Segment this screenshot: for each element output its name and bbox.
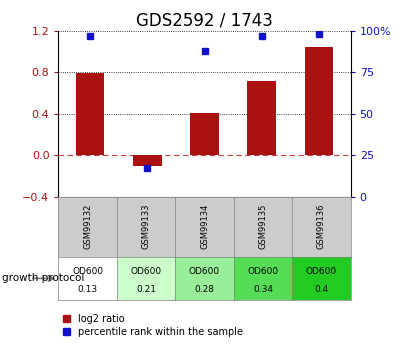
Text: GSM99135: GSM99135 bbox=[258, 204, 268, 249]
Text: 0.21: 0.21 bbox=[136, 285, 156, 294]
Text: OD600: OD600 bbox=[189, 267, 220, 276]
Text: growth protocol: growth protocol bbox=[2, 274, 84, 283]
Text: OD600: OD600 bbox=[72, 267, 103, 276]
Title: GDS2592 / 1743: GDS2592 / 1743 bbox=[136, 11, 273, 29]
Text: 0.34: 0.34 bbox=[253, 285, 273, 294]
Text: 0.13: 0.13 bbox=[78, 285, 98, 294]
Bar bbox=[247, 81, 276, 155]
Text: 0.4: 0.4 bbox=[314, 285, 328, 294]
Text: OD600: OD600 bbox=[306, 267, 337, 276]
Bar bbox=[133, 155, 162, 166]
Legend: log2 ratio, percentile rank within the sample: log2 ratio, percentile rank within the s… bbox=[63, 314, 243, 337]
Text: 0.28: 0.28 bbox=[195, 285, 214, 294]
Text: OD600: OD600 bbox=[131, 267, 162, 276]
Bar bbox=[76, 73, 104, 155]
Text: GSM99132: GSM99132 bbox=[83, 204, 92, 249]
Text: GSM99136: GSM99136 bbox=[317, 204, 326, 249]
Text: OD600: OD600 bbox=[247, 267, 278, 276]
Bar bbox=[190, 113, 219, 155]
Text: GSM99134: GSM99134 bbox=[200, 204, 209, 249]
Bar bbox=[305, 47, 333, 155]
Text: GSM99133: GSM99133 bbox=[141, 204, 151, 249]
